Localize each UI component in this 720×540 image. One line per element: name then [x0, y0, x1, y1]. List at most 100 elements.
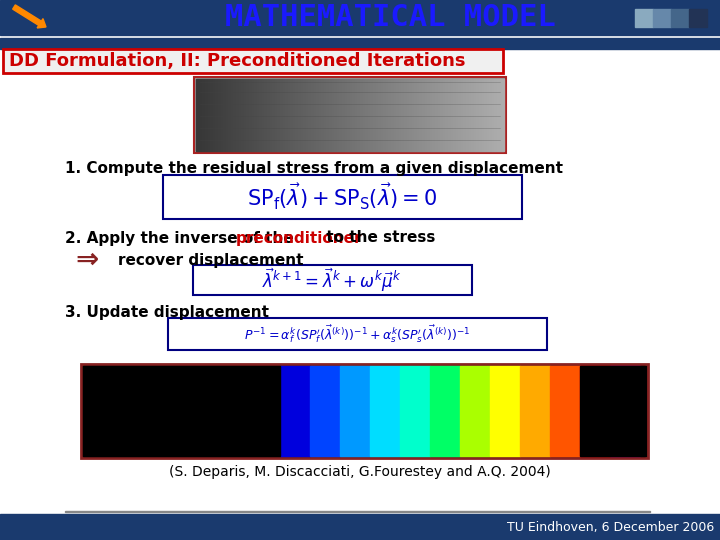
Bar [480, 79, 481, 151]
Bar [398, 79, 399, 151]
Bar [350, 79, 351, 151]
Bar [397, 79, 398, 151]
Bar [207, 79, 208, 151]
Bar [403, 79, 404, 151]
Bar [653, 9, 671, 27]
Bar [329, 79, 330, 151]
Bar [206, 79, 207, 151]
Bar [438, 79, 439, 151]
Bar [367, 79, 368, 151]
Text: $P^{-1} = \alpha_f^k(SP_f'(\vec{\lambda}^{(k)}))^{-1} + \alpha_s^k(SP_s'(\vec{\l: $P^{-1} = \alpha_f^k(SP_f'(\vec{\lambda}… [244, 323, 470, 345]
FancyBboxPatch shape [168, 318, 547, 350]
Bar [321, 79, 322, 151]
Bar [229, 79, 230, 151]
Bar [486, 79, 487, 151]
Bar [461, 79, 462, 151]
Bar [327, 79, 328, 151]
Bar [283, 79, 284, 151]
Bar [369, 79, 370, 151]
Bar [384, 79, 385, 151]
Bar [635, 9, 653, 27]
Bar [448, 79, 449, 151]
Bar [323, 79, 324, 151]
Bar [481, 79, 482, 151]
Bar [232, 79, 233, 151]
Bar [466, 79, 467, 151]
Bar [520, 366, 550, 456]
Text: 1. Compute the residual stress from a given displacement: 1. Compute the residual stress from a gi… [65, 160, 563, 176]
Text: ⇒: ⇒ [75, 246, 98, 274]
Bar [83, 366, 280, 456]
Bar [400, 366, 430, 456]
Bar [412, 79, 413, 151]
Bar [402, 79, 403, 151]
Bar [278, 79, 279, 151]
Bar [446, 79, 447, 151]
Bar [310, 79, 311, 151]
Bar [404, 79, 405, 151]
Bar [251, 79, 252, 151]
Bar [443, 79, 444, 151]
Bar [239, 79, 240, 151]
Bar [270, 79, 271, 151]
Bar [405, 79, 406, 151]
Bar [240, 79, 241, 151]
Bar [363, 79, 364, 151]
Bar [342, 79, 343, 151]
Bar [380, 79, 381, 151]
Text: (S. Deparis, M. Discacciati, G.Fourestey and A.Q. 2004): (S. Deparis, M. Discacciati, G.Fourestey… [169, 465, 551, 479]
Bar [429, 79, 430, 151]
Bar [244, 79, 245, 151]
Bar [689, 9, 707, 27]
Bar [413, 79, 414, 151]
Bar [494, 79, 495, 151]
Text: 2. Apply the inverse of the preconditioner to the stress: 2. Apply the inverse of the precondition… [65, 231, 540, 246]
Bar [479, 79, 480, 151]
Bar [610, 366, 640, 456]
Bar [217, 79, 218, 151]
Bar [424, 79, 425, 151]
Bar [411, 79, 412, 151]
Bar [218, 79, 219, 151]
Bar [436, 79, 437, 151]
Bar [414, 79, 415, 151]
Bar [472, 79, 473, 151]
Bar [318, 79, 319, 151]
Bar [291, 79, 292, 151]
Bar [441, 79, 442, 151]
Bar [307, 79, 308, 151]
Bar [316, 79, 317, 151]
Bar [349, 79, 350, 151]
Bar [468, 79, 469, 151]
FancyArrow shape [13, 5, 46, 28]
Bar [200, 79, 201, 151]
Bar [262, 79, 263, 151]
Bar [282, 79, 283, 151]
Bar [410, 79, 411, 151]
Bar [347, 79, 348, 151]
Bar [230, 79, 231, 151]
Bar [296, 79, 297, 151]
Bar [298, 79, 299, 151]
Bar [223, 79, 224, 151]
Bar [420, 79, 421, 151]
Bar [362, 79, 363, 151]
Bar [208, 79, 209, 151]
Bar [267, 79, 268, 151]
Bar [501, 79, 502, 151]
Bar [325, 79, 326, 151]
Bar [257, 79, 258, 151]
Bar [356, 79, 357, 151]
Bar [253, 79, 254, 151]
Bar [408, 79, 409, 151]
Bar [460, 366, 490, 456]
Bar [0, 38, 720, 49]
Bar [292, 79, 293, 151]
Bar [360, 79, 361, 151]
Bar [451, 79, 452, 151]
Bar [400, 79, 401, 151]
Bar [433, 79, 434, 151]
Text: $\vec{\lambda}^{k+1} = \vec{\lambda}^{k} + \omega^{k}\vec{\mu}^{k}$: $\vec{\lambda}^{k+1} = \vec{\lambda}^{k}… [262, 266, 402, 294]
Bar [580, 366, 610, 456]
Bar [320, 79, 321, 151]
